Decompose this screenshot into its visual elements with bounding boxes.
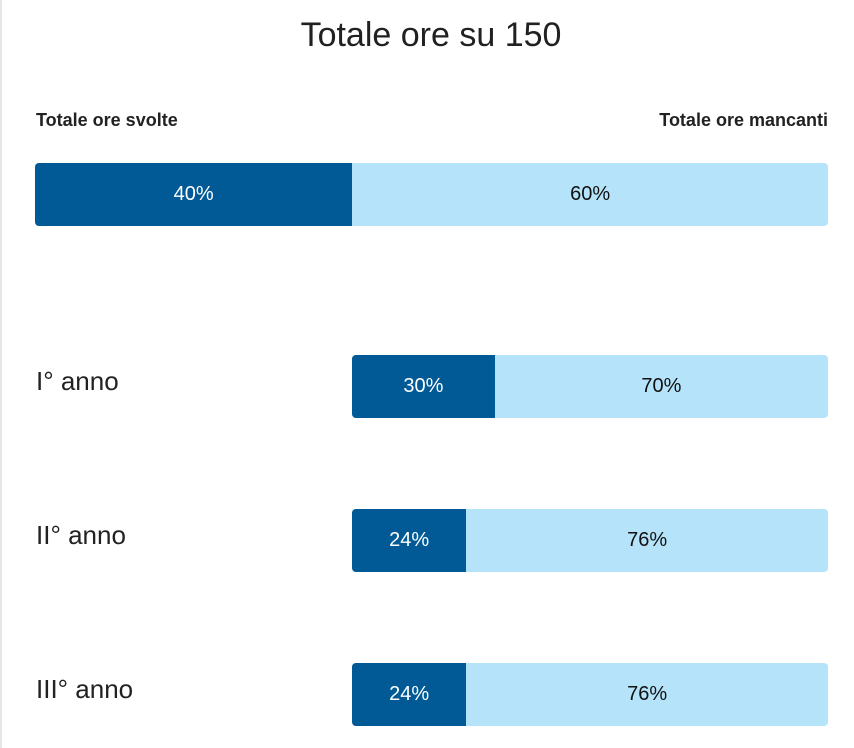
total-remaining-segment: 60% xyxy=(570,183,611,205)
year-2-done-segment: 24% xyxy=(352,509,467,572)
year-3-done-segment: 24% xyxy=(352,663,467,726)
total-done-segment: 40% xyxy=(35,163,353,226)
legend-remaining-label: Totale ore mancanti xyxy=(659,110,828,130)
year-1-remaining-segment: 70% xyxy=(641,375,682,397)
year-2-remaining-segment: 76% xyxy=(627,529,668,551)
total-bar: 40% 60% xyxy=(35,163,828,226)
row-label-year-1: I° anno xyxy=(36,366,119,396)
year-2-bar: 24% 76% xyxy=(352,509,828,572)
year-1-bar: 30% 70% xyxy=(352,355,828,418)
row-label-year-3: III° anno xyxy=(36,674,134,704)
row-label-year-2: II° anno xyxy=(36,520,126,550)
left-border xyxy=(0,0,2,748)
year-3-bar: 24% 76% xyxy=(352,663,828,726)
year-1-done-segment: 30% xyxy=(352,355,495,418)
chart-title: Totale ore su 150 xyxy=(300,16,562,54)
legend-done-label: Totale ore svolte xyxy=(36,110,178,130)
year-3-remaining-segment: 76% xyxy=(627,683,668,705)
